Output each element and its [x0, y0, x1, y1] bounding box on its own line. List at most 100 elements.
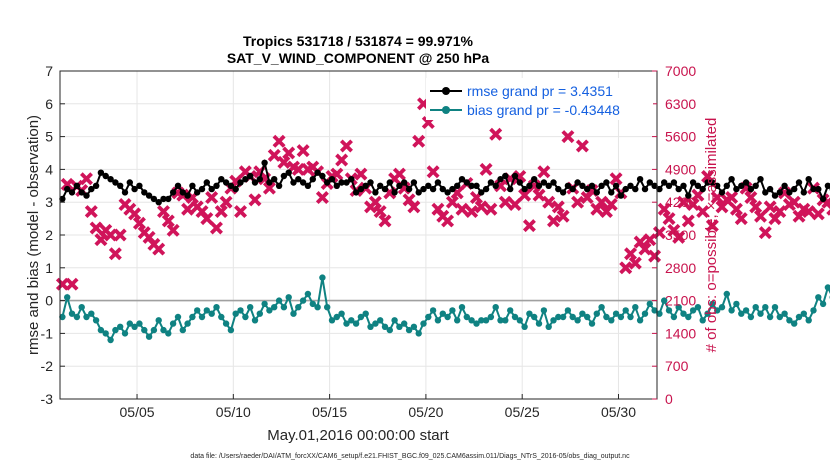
bias-point	[680, 310, 687, 317]
bias-point	[526, 310, 533, 317]
obs-count-marker	[113, 228, 127, 242]
bias-point	[266, 307, 273, 314]
bias-point	[227, 326, 235, 334]
rmse-point	[237, 179, 244, 186]
obs-count-marker	[291, 162, 305, 176]
bias-point	[275, 297, 283, 304]
bias-point	[685, 313, 692, 321]
rmse-point	[444, 189, 451, 196]
rmse-point	[304, 182, 312, 189]
bias-point	[497, 317, 504, 324]
rmse-point	[766, 185, 774, 193]
obs-count-marker	[542, 195, 556, 209]
bias-point	[627, 313, 634, 321]
rmse-point	[213, 182, 220, 189]
bias-point	[247, 304, 254, 311]
obs-count-marker	[638, 242, 652, 256]
obs-count-marker	[705, 219, 719, 233]
legend-label-rmse: rmse grand pr = 3.4351	[467, 83, 613, 99]
bias-point	[218, 313, 225, 321]
rmse-point	[405, 185, 413, 193]
rmse-point	[357, 185, 365, 193]
obs-count-marker	[219, 195, 233, 209]
rmse-point	[795, 179, 803, 186]
rmse-point	[247, 172, 254, 180]
rmse-point	[242, 176, 249, 183]
bias-point	[391, 317, 398, 324]
obs-count-marker	[407, 200, 421, 214]
bias-point	[709, 300, 716, 308]
y-tick-label-left: -2	[41, 358, 54, 374]
obs-count-marker	[181, 202, 195, 216]
obs-count-marker	[489, 127, 503, 141]
obs-count-marker	[132, 216, 146, 230]
rmse-point	[155, 199, 162, 206]
rmse-point	[78, 189, 85, 196]
y-tick-label-right: 4900	[665, 161, 696, 177]
bias-point	[439, 310, 446, 317]
bias-point	[608, 317, 615, 324]
obs-count-marker	[445, 195, 459, 209]
rmse-point	[689, 179, 697, 186]
obs-count-marker	[421, 116, 435, 130]
rmse-point	[694, 182, 702, 189]
obs-count-marker	[84, 205, 98, 219]
bias-point	[747, 313, 755, 321]
data-file-footnote: data file: /Users/raeder/DAI/ATM_forcXX/…	[190, 453, 630, 460]
rmse-point	[73, 182, 81, 189]
bias-point	[203, 307, 210, 314]
bias-point	[68, 310, 76, 317]
legend-marker-bias	[442, 106, 450, 114]
rmse-point	[227, 182, 235, 189]
rmse-point	[396, 182, 403, 189]
bias-point	[328, 317, 336, 324]
obs-count-marker	[330, 167, 344, 181]
y-tick-label-left: -1	[41, 325, 54, 341]
bias-point	[800, 310, 807, 317]
bias-point	[410, 323, 418, 330]
bias-point	[145, 333, 153, 340]
bias-point	[425, 313, 432, 321]
rmse-point	[454, 182, 461, 189]
bias-point	[232, 310, 239, 317]
bias-point	[251, 317, 259, 324]
bias-point	[102, 330, 109, 337]
x-tick-label: 05/30	[601, 404, 636, 420]
y-tick-label-right: 0	[665, 391, 673, 407]
rmse-point	[449, 185, 456, 193]
bias-point	[189, 313, 196, 321]
rmse-point	[63, 185, 71, 193]
obs-count-marker	[628, 256, 642, 270]
bias-point	[661, 297, 668, 304]
bias-point	[405, 326, 413, 334]
y-tick-label-right: 2100	[665, 293, 696, 309]
bias-point	[434, 317, 442, 324]
y-tick-label-left: 5	[45, 129, 53, 145]
rmse-point	[815, 185, 822, 193]
bias-point	[810, 307, 817, 314]
rmse-point	[324, 179, 331, 186]
bias-point	[738, 310, 745, 317]
obs-count-marker	[571, 195, 585, 209]
bias-point	[757, 310, 764, 317]
bias-point	[564, 307, 572, 314]
bias-point	[304, 290, 312, 298]
bias-point	[728, 307, 735, 314]
bias-point	[473, 320, 480, 327]
obs-count-marker	[518, 188, 532, 202]
rmse-point	[680, 182, 687, 189]
bias-point	[299, 297, 307, 304]
obs-count-marker	[234, 205, 248, 219]
rmse-point	[141, 189, 148, 196]
bias-point	[386, 326, 393, 334]
bias-point	[285, 294, 292, 301]
obs-count-marker	[624, 247, 638, 261]
bias-point	[97, 326, 105, 334]
rmse-point	[266, 179, 273, 186]
rmse-point	[800, 189, 807, 196]
obs-count-marker	[94, 233, 108, 247]
y-tick-label-right: 4200	[665, 194, 696, 210]
obs-count-marker	[619, 261, 633, 275]
rmse-point	[362, 182, 369, 189]
rmse-point	[564, 182, 572, 189]
